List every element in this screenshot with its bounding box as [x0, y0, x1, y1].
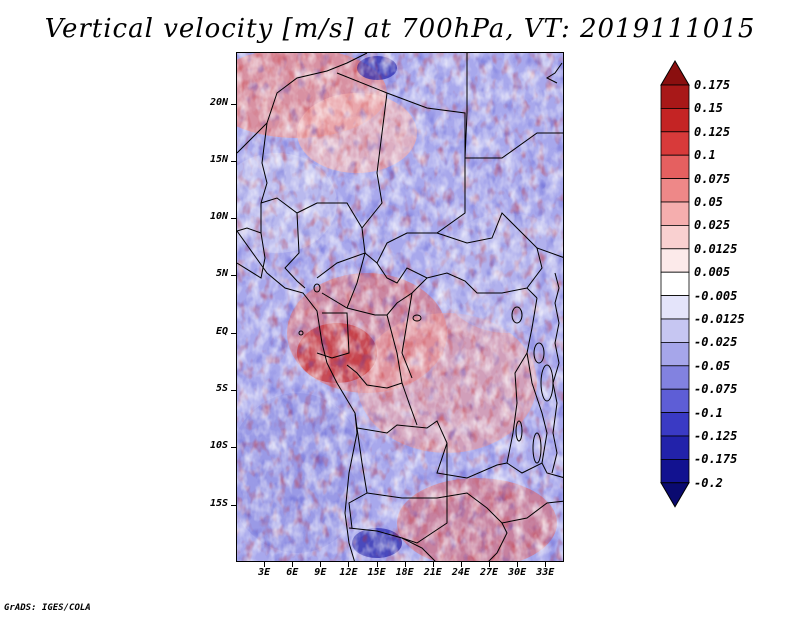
lon-tick — [348, 562, 350, 567]
colorbar-label: 0.0125 — [694, 241, 738, 256]
lon-tick — [545, 562, 547, 567]
lon-label: 3E — [258, 567, 271, 578]
colorbar-label: -0.075 — [694, 382, 738, 397]
colorbar-label: 0.005 — [694, 265, 731, 280]
footer-credit: GrADS: IGES/COLA — [4, 603, 91, 613]
lon-tick — [292, 562, 294, 567]
colorbar-bin — [660, 248, 690, 273]
lon-tick — [517, 562, 519, 567]
colorbar-label: -0.05 — [694, 358, 731, 373]
colorbar-bin — [660, 271, 690, 296]
colorbar-label: 0.075 — [694, 171, 731, 186]
colorbar-bin — [660, 295, 690, 320]
lon-tick — [320, 562, 322, 567]
lat-tick — [231, 447, 236, 449]
colorbar-bottom-arrow — [660, 482, 690, 508]
colorbar-bin — [660, 412, 690, 437]
lon-label: 9E — [314, 567, 327, 578]
lat-label: 15N — [209, 153, 228, 165]
lon-tick — [460, 562, 462, 567]
lat-label: 20N — [209, 96, 228, 108]
lon-label: 15E — [367, 567, 386, 578]
colorbar-bin — [660, 201, 690, 226]
lat-label: 5S — [215, 383, 228, 395]
lon-label: 18E — [395, 567, 414, 578]
lat-label: 10S — [209, 440, 228, 452]
lat-tick — [231, 103, 236, 105]
lat-tick — [231, 390, 236, 392]
colorbar-label: 0.125 — [694, 124, 731, 139]
lat-label: EQ — [215, 325, 228, 337]
colorbar-bin — [660, 108, 690, 133]
colorbar-label: -0.005 — [694, 288, 738, 303]
colorbar-bin — [660, 178, 690, 203]
colorbar-bin — [660, 458, 690, 484]
country-borders — [237, 53, 563, 561]
colorbar-bin — [660, 131, 690, 156]
colorbar-label: 0.025 — [694, 218, 731, 233]
colorbar-top-arrow — [660, 60, 690, 86]
lon-tick — [264, 562, 266, 567]
lat-label: 15S — [209, 497, 228, 509]
lon-label: 21E — [423, 567, 442, 578]
colorbar-label: 0.175 — [694, 78, 731, 92]
lon-label: 24E — [451, 567, 470, 578]
colorbar-bin — [660, 154, 690, 179]
lat-tick — [231, 275, 236, 277]
colorbar-label: -0.1 — [694, 405, 723, 420]
lon-tick — [432, 562, 434, 567]
colorbar-label: -0.0125 — [694, 312, 745, 326]
velocity-field-map[interactable] — [237, 53, 564, 562]
colorbar-label: -0.175 — [694, 452, 738, 467]
colorbar-label: 0.1 — [694, 148, 716, 163]
lon-tick — [489, 562, 491, 567]
colorbar-bin — [660, 84, 690, 109]
colorbar-bin — [660, 341, 690, 367]
lat-label: 10N — [209, 211, 228, 223]
lon-tick — [404, 562, 406, 567]
map-plot[interactable] — [236, 52, 564, 562]
colorbar-label: -0.125 — [694, 429, 738, 443]
colorbar-label: 0.05 — [694, 195, 723, 209]
lon-label: 33E — [536, 567, 555, 578]
lon-label: 12E — [339, 567, 358, 578]
colorbar-label: -0.2 — [694, 475, 723, 490]
lat-label: 5N — [215, 268, 228, 280]
colorbar-label: 0.15 — [694, 101, 723, 116]
lat-tick — [231, 218, 236, 220]
lat-tick — [231, 504, 236, 506]
colorbar-label: -0.025 — [694, 335, 738, 350]
lat-tick — [231, 332, 236, 334]
colorbar-bin — [660, 388, 690, 414]
colorbar — [660, 60, 690, 512]
colorbar-bin — [660, 435, 690, 460]
colorbar-bin — [660, 365, 690, 390]
lon-label: 6E — [286, 567, 299, 578]
lon-label: 30E — [508, 567, 527, 578]
lat-tick — [231, 160, 236, 162]
lon-tick — [376, 562, 378, 567]
colorbar-bin — [660, 318, 690, 343]
page-title: Vertical velocity [m/s] at 700hPa, VT: 2… — [44, 14, 756, 44]
colorbar-bin — [660, 224, 690, 250]
lon-label: 27E — [479, 567, 499, 578]
colorbar-svg — [660, 60, 690, 508]
field-white-noise — [237, 53, 563, 561]
